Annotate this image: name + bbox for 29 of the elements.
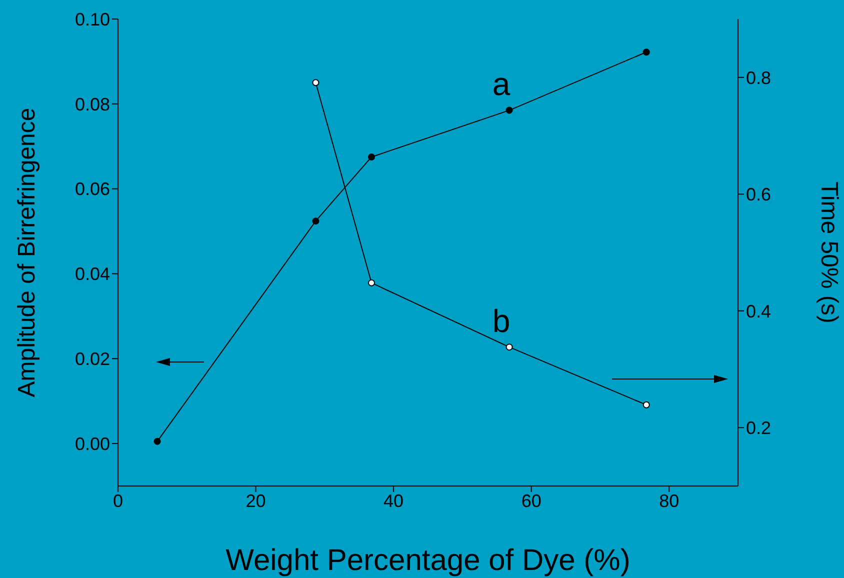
point [312,218,320,225]
y-tick-label: 0.10 [74,9,110,30]
y-tick-label: 0.06 [74,179,110,200]
point [642,401,650,408]
point [506,344,513,351]
x-tick-label: 20 [246,490,266,511]
x-tick-label: 40 [384,490,404,511]
y2-tick-label: 0.2 [746,418,772,438]
point [368,279,376,286]
annotation: a [492,66,510,102]
y-tick-label: 0.02 [74,349,110,370]
point [368,153,376,160]
y2-axis-title: Time 50% (s) [815,182,842,324]
y2-tick-label: 0.8 [746,68,772,88]
x-tick-label: 80 [659,490,680,511]
y-tick-label: 0.08 [74,94,110,114]
x-tick-label: 0 [112,490,124,511]
x-tick-label: 60 [521,490,542,511]
point [642,48,650,56]
x-axis-title: Weight Percentage of Dye (%) [226,544,630,577]
point [312,79,320,86]
annotation: b [492,303,510,340]
y-tick-label: 0.04 [74,264,110,284]
y-tick-label: 0.00 [74,434,110,454]
y2-tick-label: 0.6 [746,184,772,205]
point [154,438,161,445]
y-axis-title: Amplitude of Birrefringence [14,108,41,398]
point [506,106,513,114]
y2-tick-label: 0.4 [746,301,772,322]
